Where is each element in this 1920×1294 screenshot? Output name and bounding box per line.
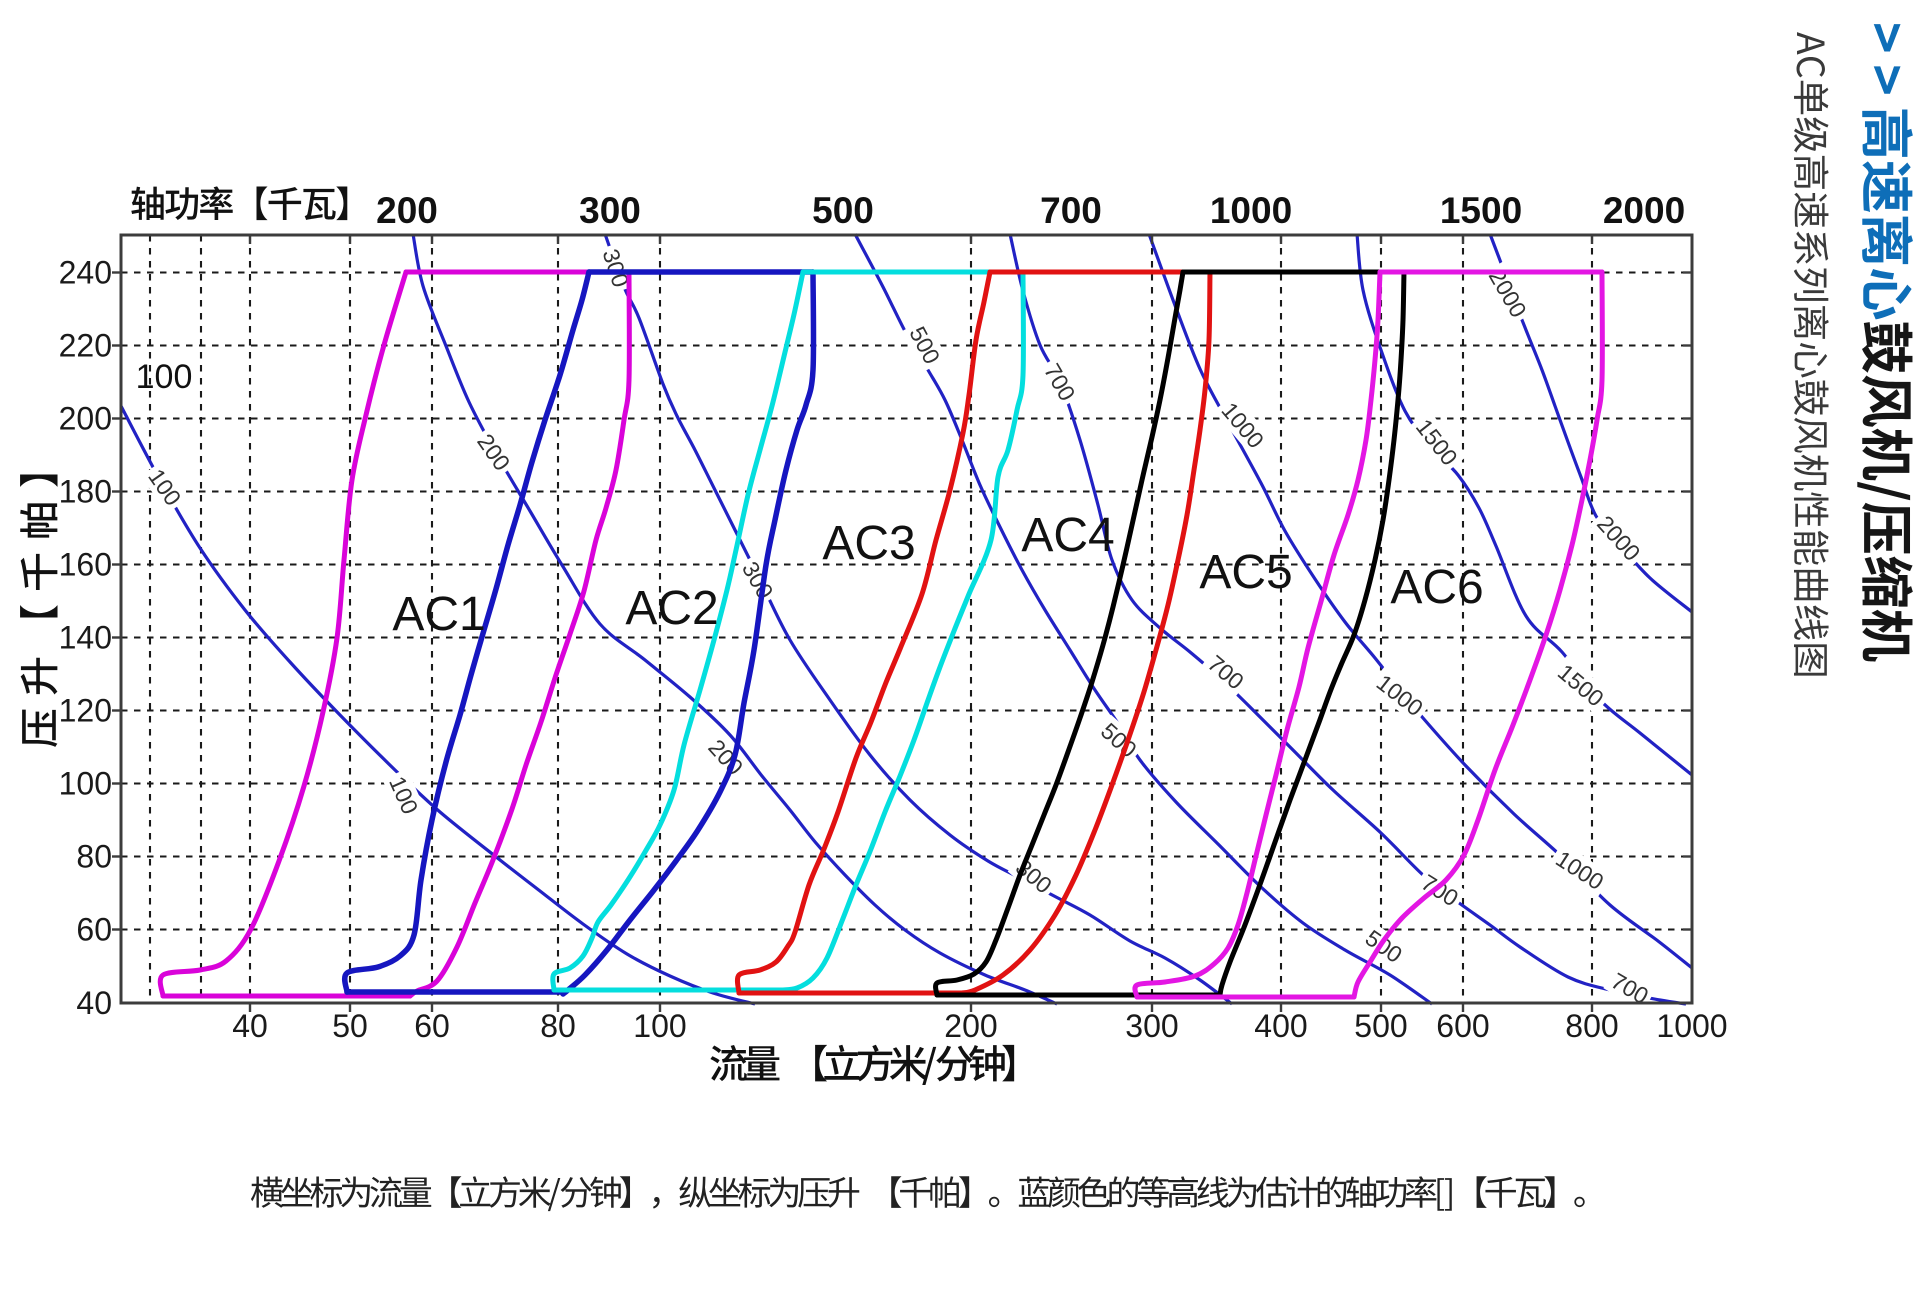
svg-text:60: 60	[76, 912, 112, 948]
svg-text:100: 100	[59, 766, 112, 802]
svg-text:100: 100	[633, 1008, 686, 1044]
svg-text:300: 300	[579, 190, 641, 231]
svg-text:240: 240	[59, 255, 112, 291]
svg-text:40: 40	[232, 1008, 268, 1044]
svg-text:200: 200	[59, 401, 112, 437]
svg-text:80: 80	[540, 1008, 576, 1044]
svg-text:40: 40	[76, 985, 112, 1021]
svg-text:1000: 1000	[1656, 1008, 1727, 1044]
svg-text:160: 160	[59, 547, 112, 583]
svg-text:180: 180	[59, 474, 112, 510]
svg-text:400: 400	[1254, 1008, 1307, 1044]
svg-text:AC2: AC2	[625, 582, 718, 635]
svg-text:AC1: AC1	[392, 588, 485, 641]
svg-text:AC4: AC4	[1021, 509, 1114, 562]
svg-text:120: 120	[59, 693, 112, 729]
svg-text:1000: 1000	[1210, 190, 1292, 231]
svg-text:500: 500	[1354, 1008, 1407, 1044]
svg-text:AC5: AC5	[1199, 546, 1292, 599]
svg-text:2000: 2000	[1603, 190, 1685, 231]
svg-text:700: 700	[1040, 190, 1102, 231]
svg-text:1500: 1500	[1440, 190, 1522, 231]
svg-text:100: 100	[136, 358, 193, 396]
svg-text:200: 200	[376, 190, 438, 231]
svg-text:200: 200	[944, 1008, 997, 1044]
svg-text:50: 50	[332, 1008, 368, 1044]
svg-text:800: 800	[1565, 1008, 1618, 1044]
svg-text:500: 500	[812, 190, 874, 231]
svg-text:220: 220	[59, 328, 112, 364]
svg-text:300: 300	[1125, 1008, 1178, 1044]
svg-text:AC3: AC3	[822, 517, 915, 570]
svg-text:140: 140	[59, 620, 112, 656]
svg-text:600: 600	[1436, 1008, 1489, 1044]
svg-text:80: 80	[76, 839, 112, 875]
svg-text:AC6: AC6	[1390, 561, 1483, 614]
svg-text:60: 60	[414, 1008, 450, 1044]
